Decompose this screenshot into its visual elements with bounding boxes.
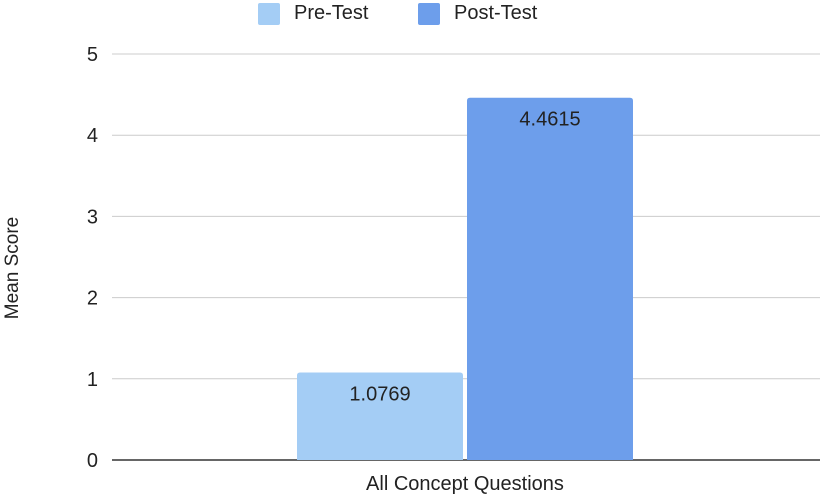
data-label-post-test: 4.4615: [519, 109, 580, 131]
y-axis-label: Mean Score: [2, 217, 23, 319]
legend-label-pre-test: Pre-Test: [294, 2, 369, 24]
chart-legend: Pre-Test Post-Test: [0, 0, 820, 26]
y-tick-label: 5: [87, 44, 98, 66]
bars: [297, 97, 633, 460]
y-tick-label: 0: [87, 450, 98, 472]
legend-item-post-test[interactable]: Post-Test: [418, 2, 537, 25]
y-tick-label: 2: [87, 288, 98, 310]
legend-label-post-test: Post-Test: [454, 2, 538, 24]
y-tick-label: 3: [87, 206, 98, 228]
y-tick-label: 1: [87, 369, 98, 391]
legend-swatch-pre-test: [258, 2, 280, 25]
data-label-pre-test: 1.0769: [349, 384, 410, 406]
y-tick-label: 4: [87, 125, 98, 147]
x-axis-category-label: All Concept Questions: [366, 473, 564, 495]
bar-post-test[interactable]: [467, 97, 633, 460]
legend-swatch-post-test: [418, 2, 440, 25]
gridlines: [112, 53, 820, 461]
y-axis-ticks: 0 1 2 3 4 5: [87, 44, 98, 472]
legend-item-pre-test[interactable]: Pre-Test: [258, 2, 368, 25]
data-labels: 1.0769 4.4615: [349, 109, 580, 406]
bar-pre-test[interactable]: [297, 372, 463, 460]
